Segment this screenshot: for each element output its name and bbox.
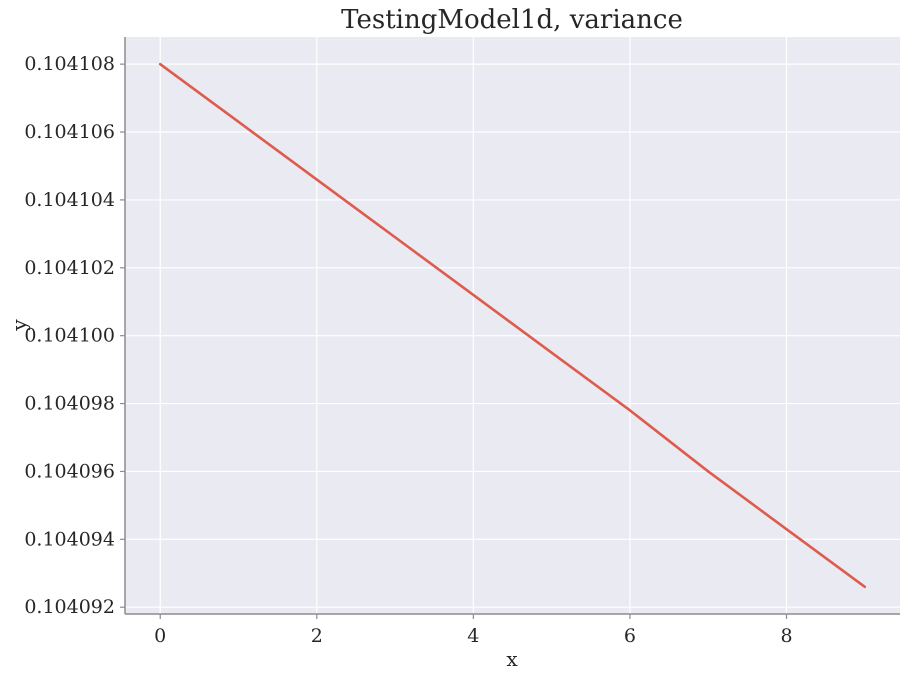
x-tick-label: 4 [467, 625, 479, 647]
y-axis-label: y [7, 319, 31, 332]
x-tick-label: 2 [311, 625, 323, 647]
chart-title: TestingModel1d, variance [341, 5, 683, 35]
tick-layer: 0 2 4 6 8 0.104092 0.104094 0.104096 0.104098 0.1… [24, 53, 792, 647]
y-tick-label: 0.104100 [24, 325, 115, 347]
y-tick-label: 0.104096 [24, 460, 115, 482]
x-axis-label: x [506, 647, 518, 671]
series-layer [158, 62, 867, 589]
x-tick-label: 0 [154, 625, 166, 647]
y-tick-label: 0.104094 [24, 528, 115, 550]
axes-layer [124, 37, 900, 615]
grid-layer [125, 37, 900, 614]
y-tick-label: 0.104092 [24, 596, 115, 618]
y-tick-label: 0.104106 [24, 121, 115, 143]
x-tick-label: 6 [624, 625, 636, 647]
y-tick-label: 0.104098 [24, 393, 115, 415]
y-tick-label: 0.104108 [24, 53, 115, 75]
y-tick-label: 0.104104 [24, 189, 115, 211]
x-tick-label: 8 [780, 625, 792, 647]
y-tick-label: 0.104102 [24, 257, 115, 279]
series-line [158, 62, 867, 589]
